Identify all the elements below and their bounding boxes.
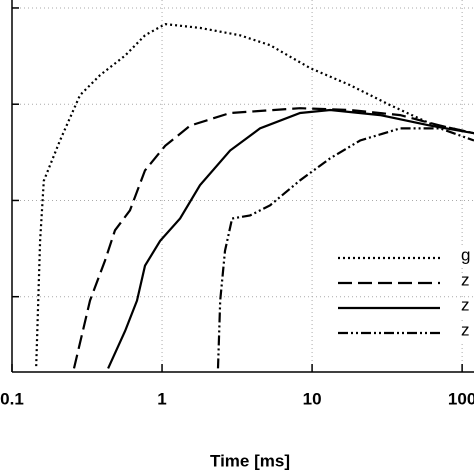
x-tick-label: 1	[157, 389, 166, 408]
legend-label: z	[461, 320, 470, 339]
series-line	[216, 127, 474, 369]
legend-label: z	[461, 295, 470, 314]
x-tick-label: 100	[448, 389, 474, 408]
legend-bg	[336, 323, 474, 343]
legend-label: g	[461, 245, 470, 264]
legend-label: z	[461, 270, 470, 289]
series-line	[107, 108, 474, 369]
x-axis-label: Time [ms]	[210, 451, 290, 470]
x-tick-label: 0.1	[0, 389, 24, 408]
x-tick-label: 10	[303, 389, 322, 408]
series-line	[35, 22, 474, 367]
